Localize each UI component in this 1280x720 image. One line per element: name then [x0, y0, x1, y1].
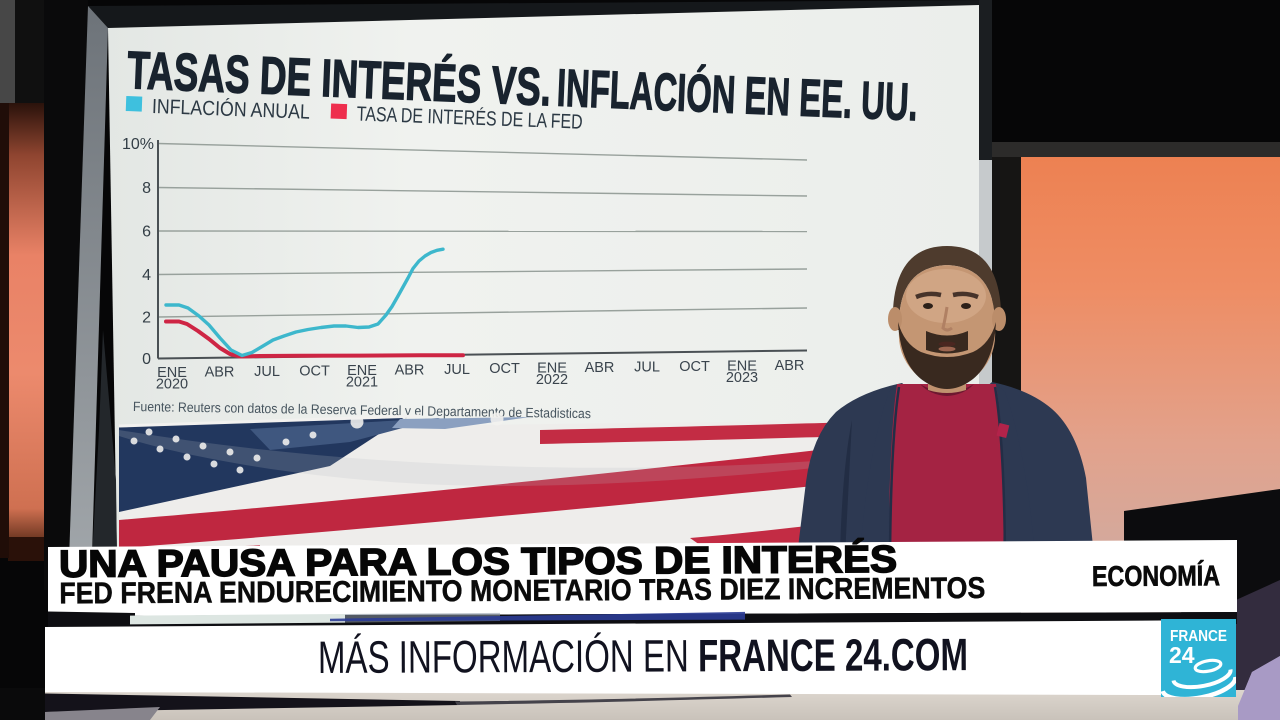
svg-text:ENE: ENE [537, 361, 567, 377]
svg-text:OCT: OCT [679, 359, 710, 375]
svg-text:OCT: OCT [299, 363, 330, 379]
svg-text:JUL: JUL [444, 362, 470, 378]
svg-text:2022: 2022 [536, 372, 568, 388]
svg-text:ECONOMÍA: ECONOMÍA [1092, 560, 1220, 593]
svg-text:ABR: ABR [585, 360, 615, 376]
svg-text:OCT: OCT [489, 361, 520, 377]
svg-text:Fuente: Reuters con datos de l: Fuente: Reuters con datos de la Reserva … [133, 399, 591, 421]
svg-text:2: 2 [142, 310, 151, 327]
svg-text:0: 0 [142, 351, 151, 368]
svg-text:ABR: ABR [775, 358, 805, 374]
svg-text:ABR: ABR [395, 362, 425, 378]
svg-text:MÁS INFORMACIÓN EN FRANCE 24.C: MÁS INFORMACIÓN EN FRANCE 24.COM [318, 629, 968, 683]
svg-text:8: 8 [142, 180, 151, 197]
svg-text:2023: 2023 [726, 370, 758, 386]
svg-text:JUL: JUL [254, 364, 280, 380]
svg-text:ABR: ABR [205, 365, 235, 381]
svg-text:24: 24 [1169, 642, 1195, 668]
svg-text:ENE: ENE [347, 363, 377, 379]
svg-text:JUL: JUL [634, 360, 660, 376]
svg-text:4: 4 [142, 267, 151, 284]
svg-text:10%: 10% [122, 136, 154, 153]
svg-text:UNA PAUSA PARA LOS TIPOS DE IN: UNA PAUSA PARA LOS TIPOS DE INTERÉS [59, 537, 897, 586]
svg-text:ENE: ENE [157, 365, 187, 381]
svg-text:2020: 2020 [156, 377, 188, 393]
svg-text:ENE: ENE [727, 359, 757, 375]
svg-text:2021: 2021 [346, 374, 378, 390]
svg-text:FRANCE: FRANCE [1170, 628, 1227, 645]
svg-text:FED FRENA ENDURECIMIENTO MONET: FED FRENA ENDURECIMIENTO MONETARIO TRAS … [59, 572, 985, 610]
svg-text:6: 6 [142, 224, 151, 241]
